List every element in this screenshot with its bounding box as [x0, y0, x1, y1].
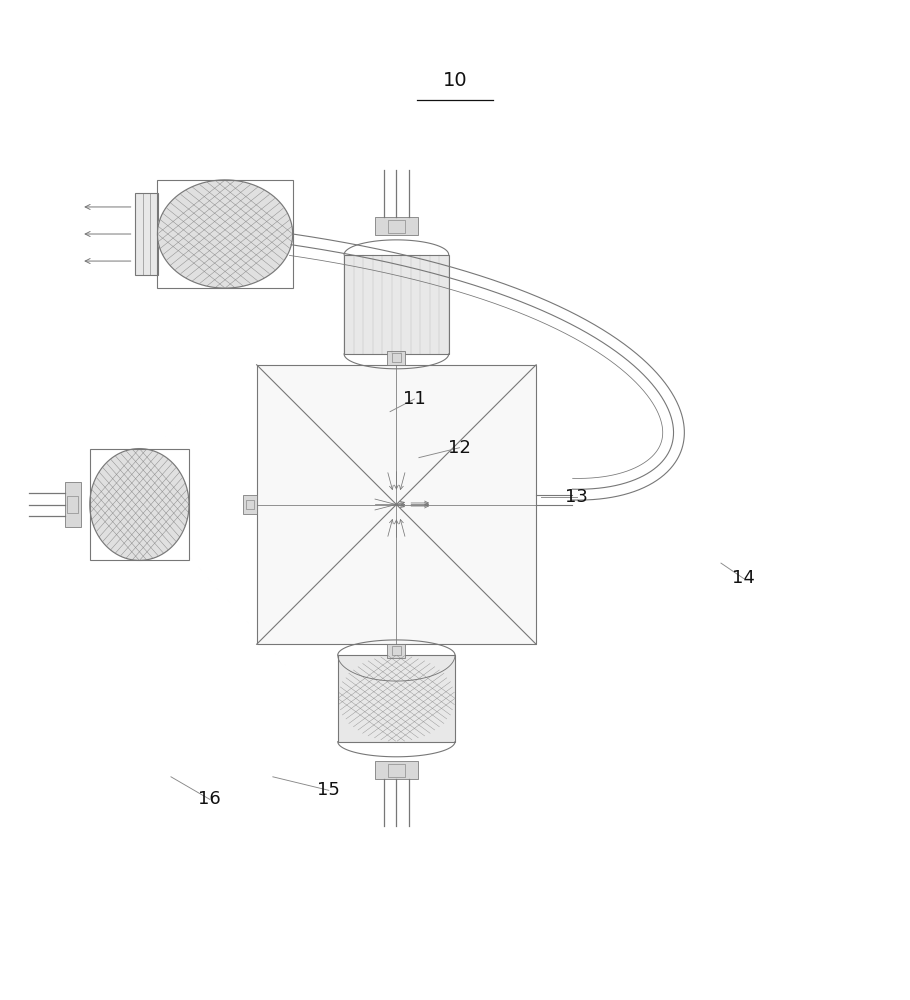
Bar	[392, 646, 401, 655]
Text: 16: 16	[198, 790, 221, 808]
Bar	[388, 644, 406, 658]
Text: 12: 12	[448, 439, 471, 457]
Bar	[67, 496, 78, 513]
Bar	[65, 482, 81, 527]
Bar	[338, 655, 455, 742]
Text: 14: 14	[733, 569, 755, 587]
Bar	[136, 193, 158, 275]
Bar	[90, 449, 189, 560]
Bar	[389, 220, 405, 233]
Bar	[344, 255, 449, 354]
Polygon shape	[157, 180, 293, 288]
Bar	[246, 500, 254, 509]
Bar	[375, 761, 418, 779]
Text: 13: 13	[565, 488, 588, 506]
Bar	[388, 351, 406, 365]
Text: 10: 10	[442, 71, 468, 90]
Polygon shape	[90, 449, 189, 560]
Bar	[157, 180, 293, 288]
Text: 11: 11	[403, 390, 426, 408]
Bar	[243, 495, 257, 514]
Bar	[375, 217, 418, 235]
Text: 15: 15	[318, 781, 340, 799]
Bar	[392, 353, 401, 362]
Bar	[257, 365, 536, 644]
Bar	[389, 764, 405, 777]
